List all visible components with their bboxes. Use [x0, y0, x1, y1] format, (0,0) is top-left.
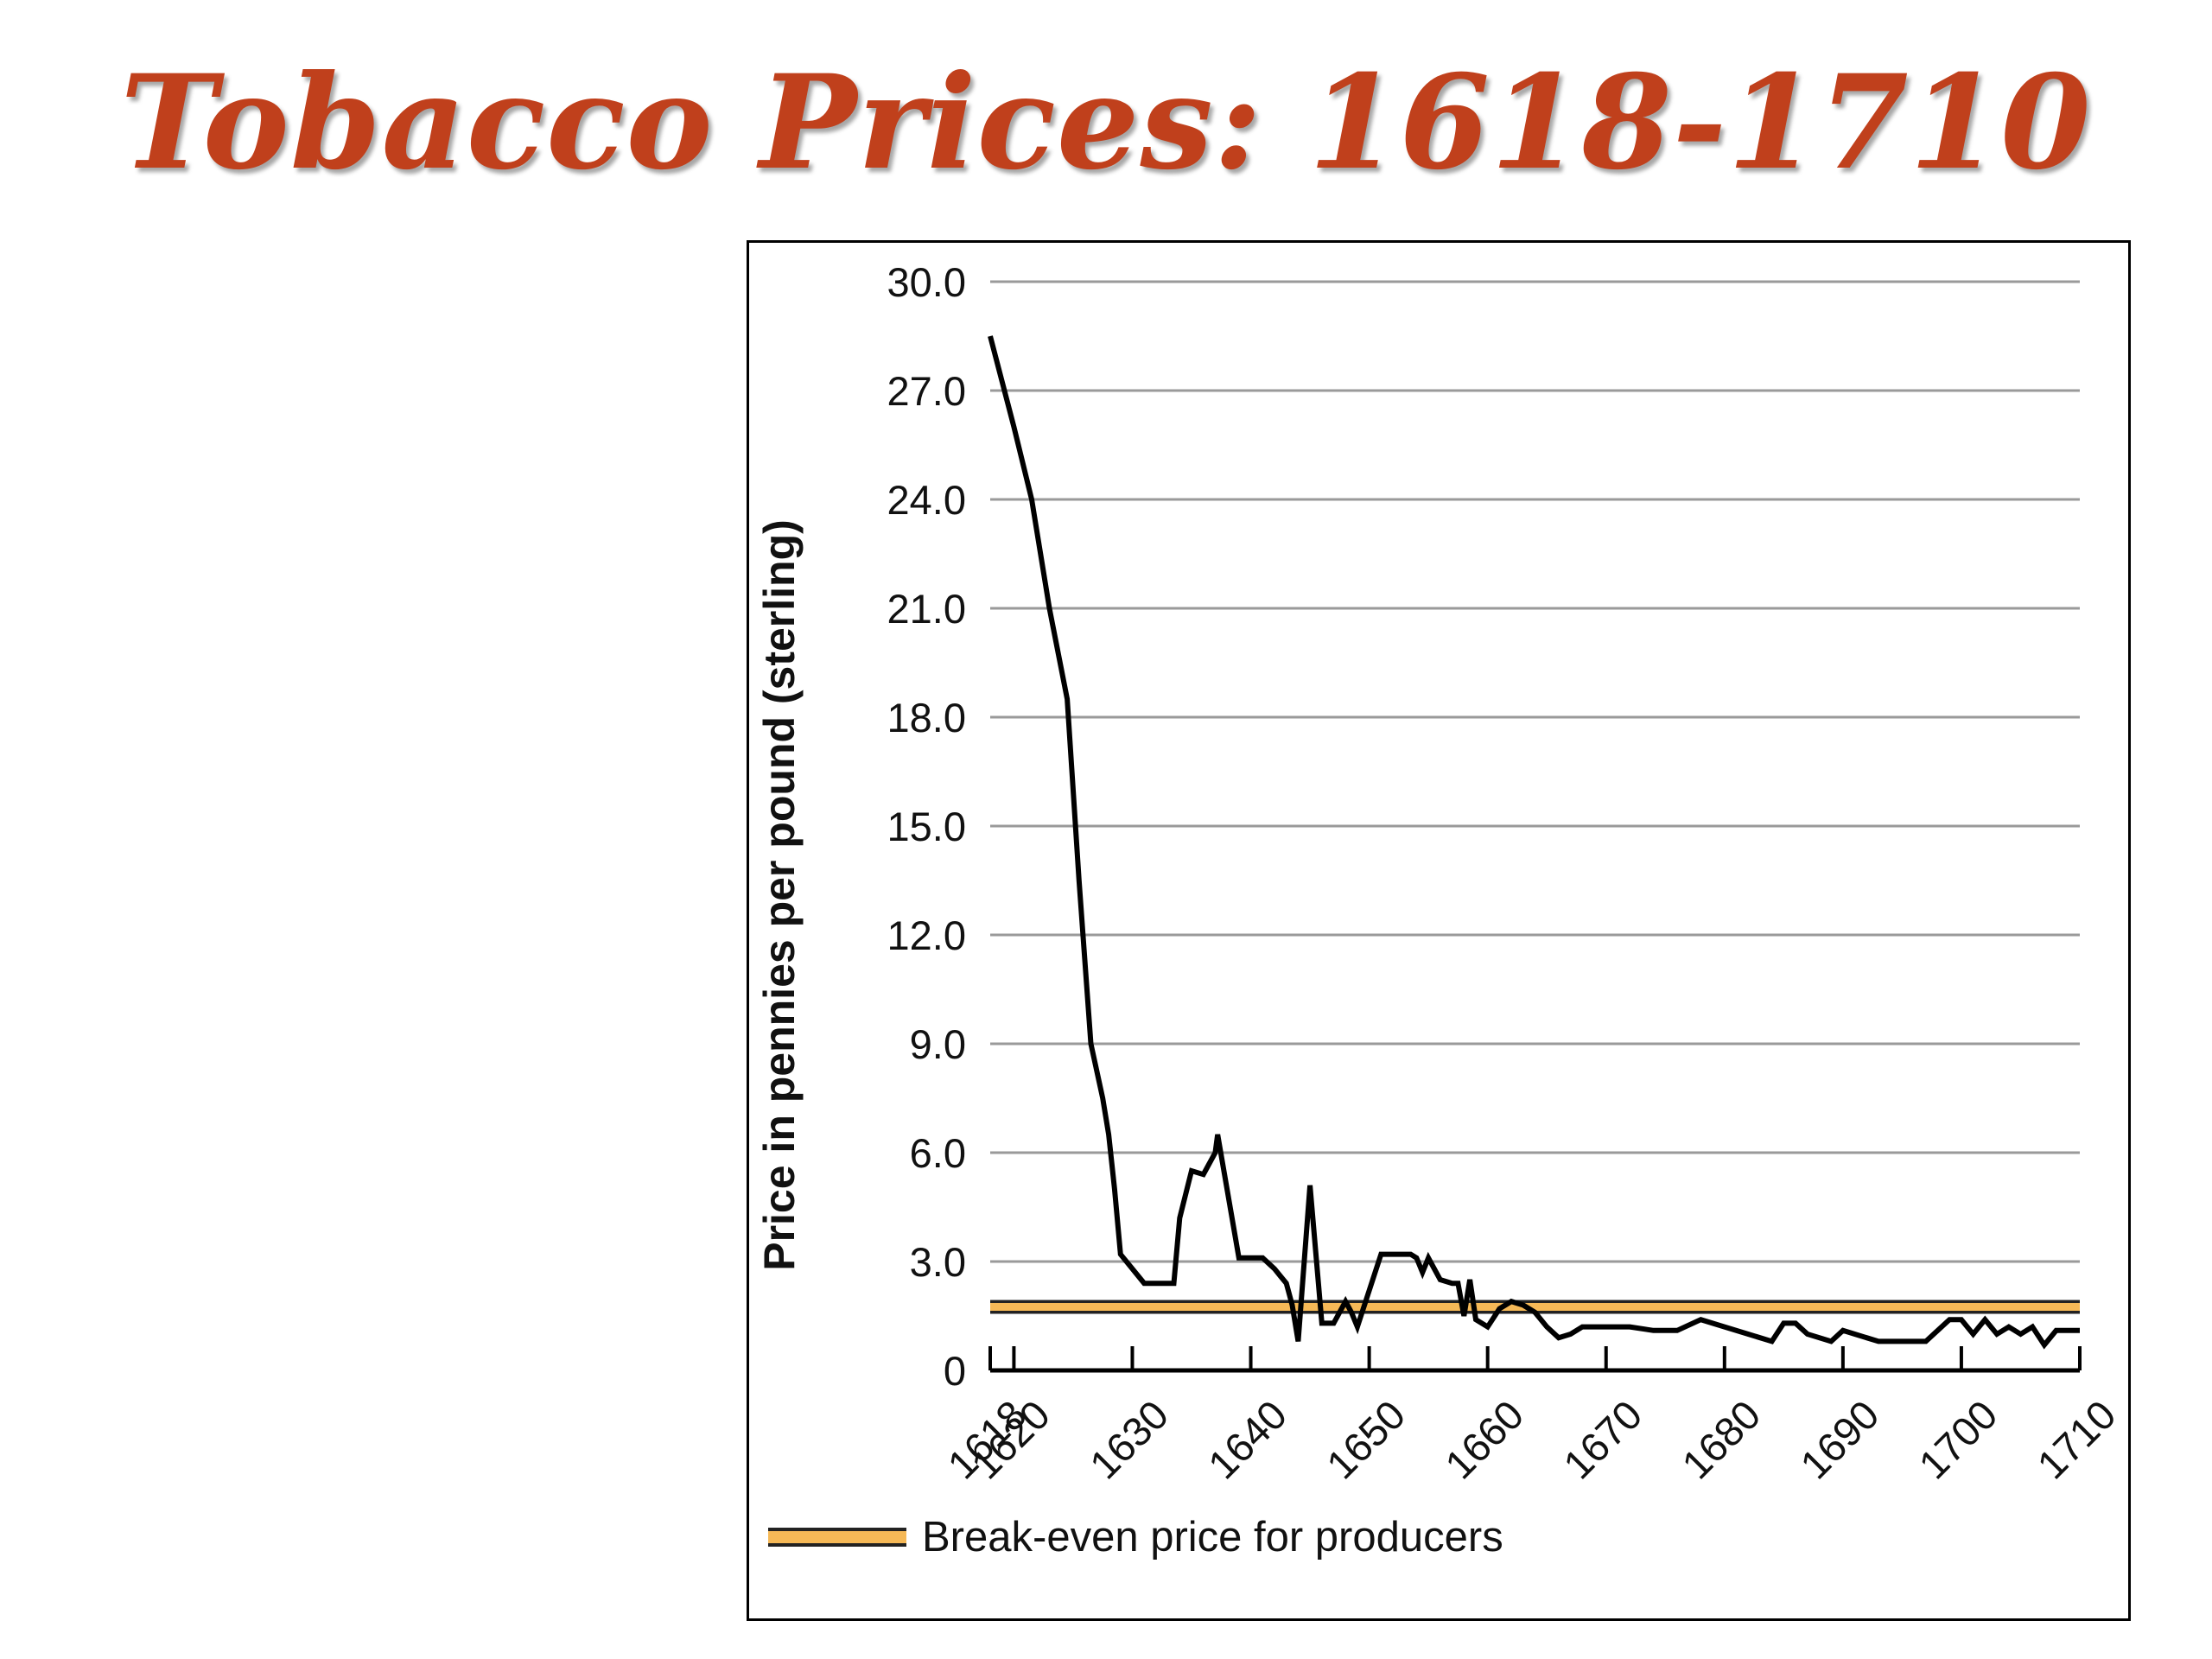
y-tick-label-24.0: 24.0: [887, 477, 966, 523]
x-tick-label-1690: 1690: [1791, 1391, 1887, 1487]
y-tick-label-27.0: 27.0: [887, 368, 966, 414]
x-tick-label-1650: 1650: [1318, 1391, 1414, 1487]
y-tick-label-3.0: 3.0: [910, 1239, 966, 1285]
x-tick-label-1660: 1660: [1436, 1391, 1532, 1487]
y-tick-label-30.0: 30.0: [887, 259, 966, 305]
x-tick-label-1670: 1670: [1554, 1391, 1650, 1487]
y-tick-label-18.0: 18.0: [887, 695, 966, 741]
y-tick-label-9.0: 9.0: [910, 1021, 966, 1067]
y-axis-label: Price in pennies per pound (sterling): [755, 519, 804, 1271]
y-tick-label-6.0: 6.0: [910, 1130, 966, 1176]
x-tick-label-1680: 1680: [1673, 1391, 1769, 1487]
x-tick-label-1700: 1700: [1910, 1391, 2005, 1487]
legend-label-break-even: Break-even price for producers: [922, 1514, 1503, 1560]
tobacco-price-chart: 0 3.0 6.0 9.0 12.0 15.0 18.0 21.0 24.0 27.0 30.0 Pr…: [755, 259, 2125, 1488]
break-even-swatch: [768, 1526, 906, 1548]
break-even-band: [990, 1301, 2080, 1313]
chart-legend: Break-even price for producers: [768, 1513, 1503, 1561]
x-tick-label-1710: 1710: [2028, 1391, 2124, 1487]
y-tick-label-15.0: 15.0: [887, 804, 966, 849]
y-tick-label-0: 0: [944, 1348, 966, 1394]
y-tick-label-12.0: 12.0: [887, 912, 966, 958]
slide-title: Tobacco Prices: 1618-1710: [120, 47, 2092, 199]
price-series-line: [988, 335, 2080, 1350]
y-tick-label-21.0: 21.0: [887, 586, 966, 632]
x-tick-label-1640: 1640: [1199, 1391, 1295, 1487]
chart-frame: 0 3.0 6.0 9.0 12.0 15.0 18.0 21.0 24.0 27.0 30.0 Pr…: [747, 240, 2131, 1621]
x-tick-label-1630: 1630: [1081, 1391, 1177, 1487]
